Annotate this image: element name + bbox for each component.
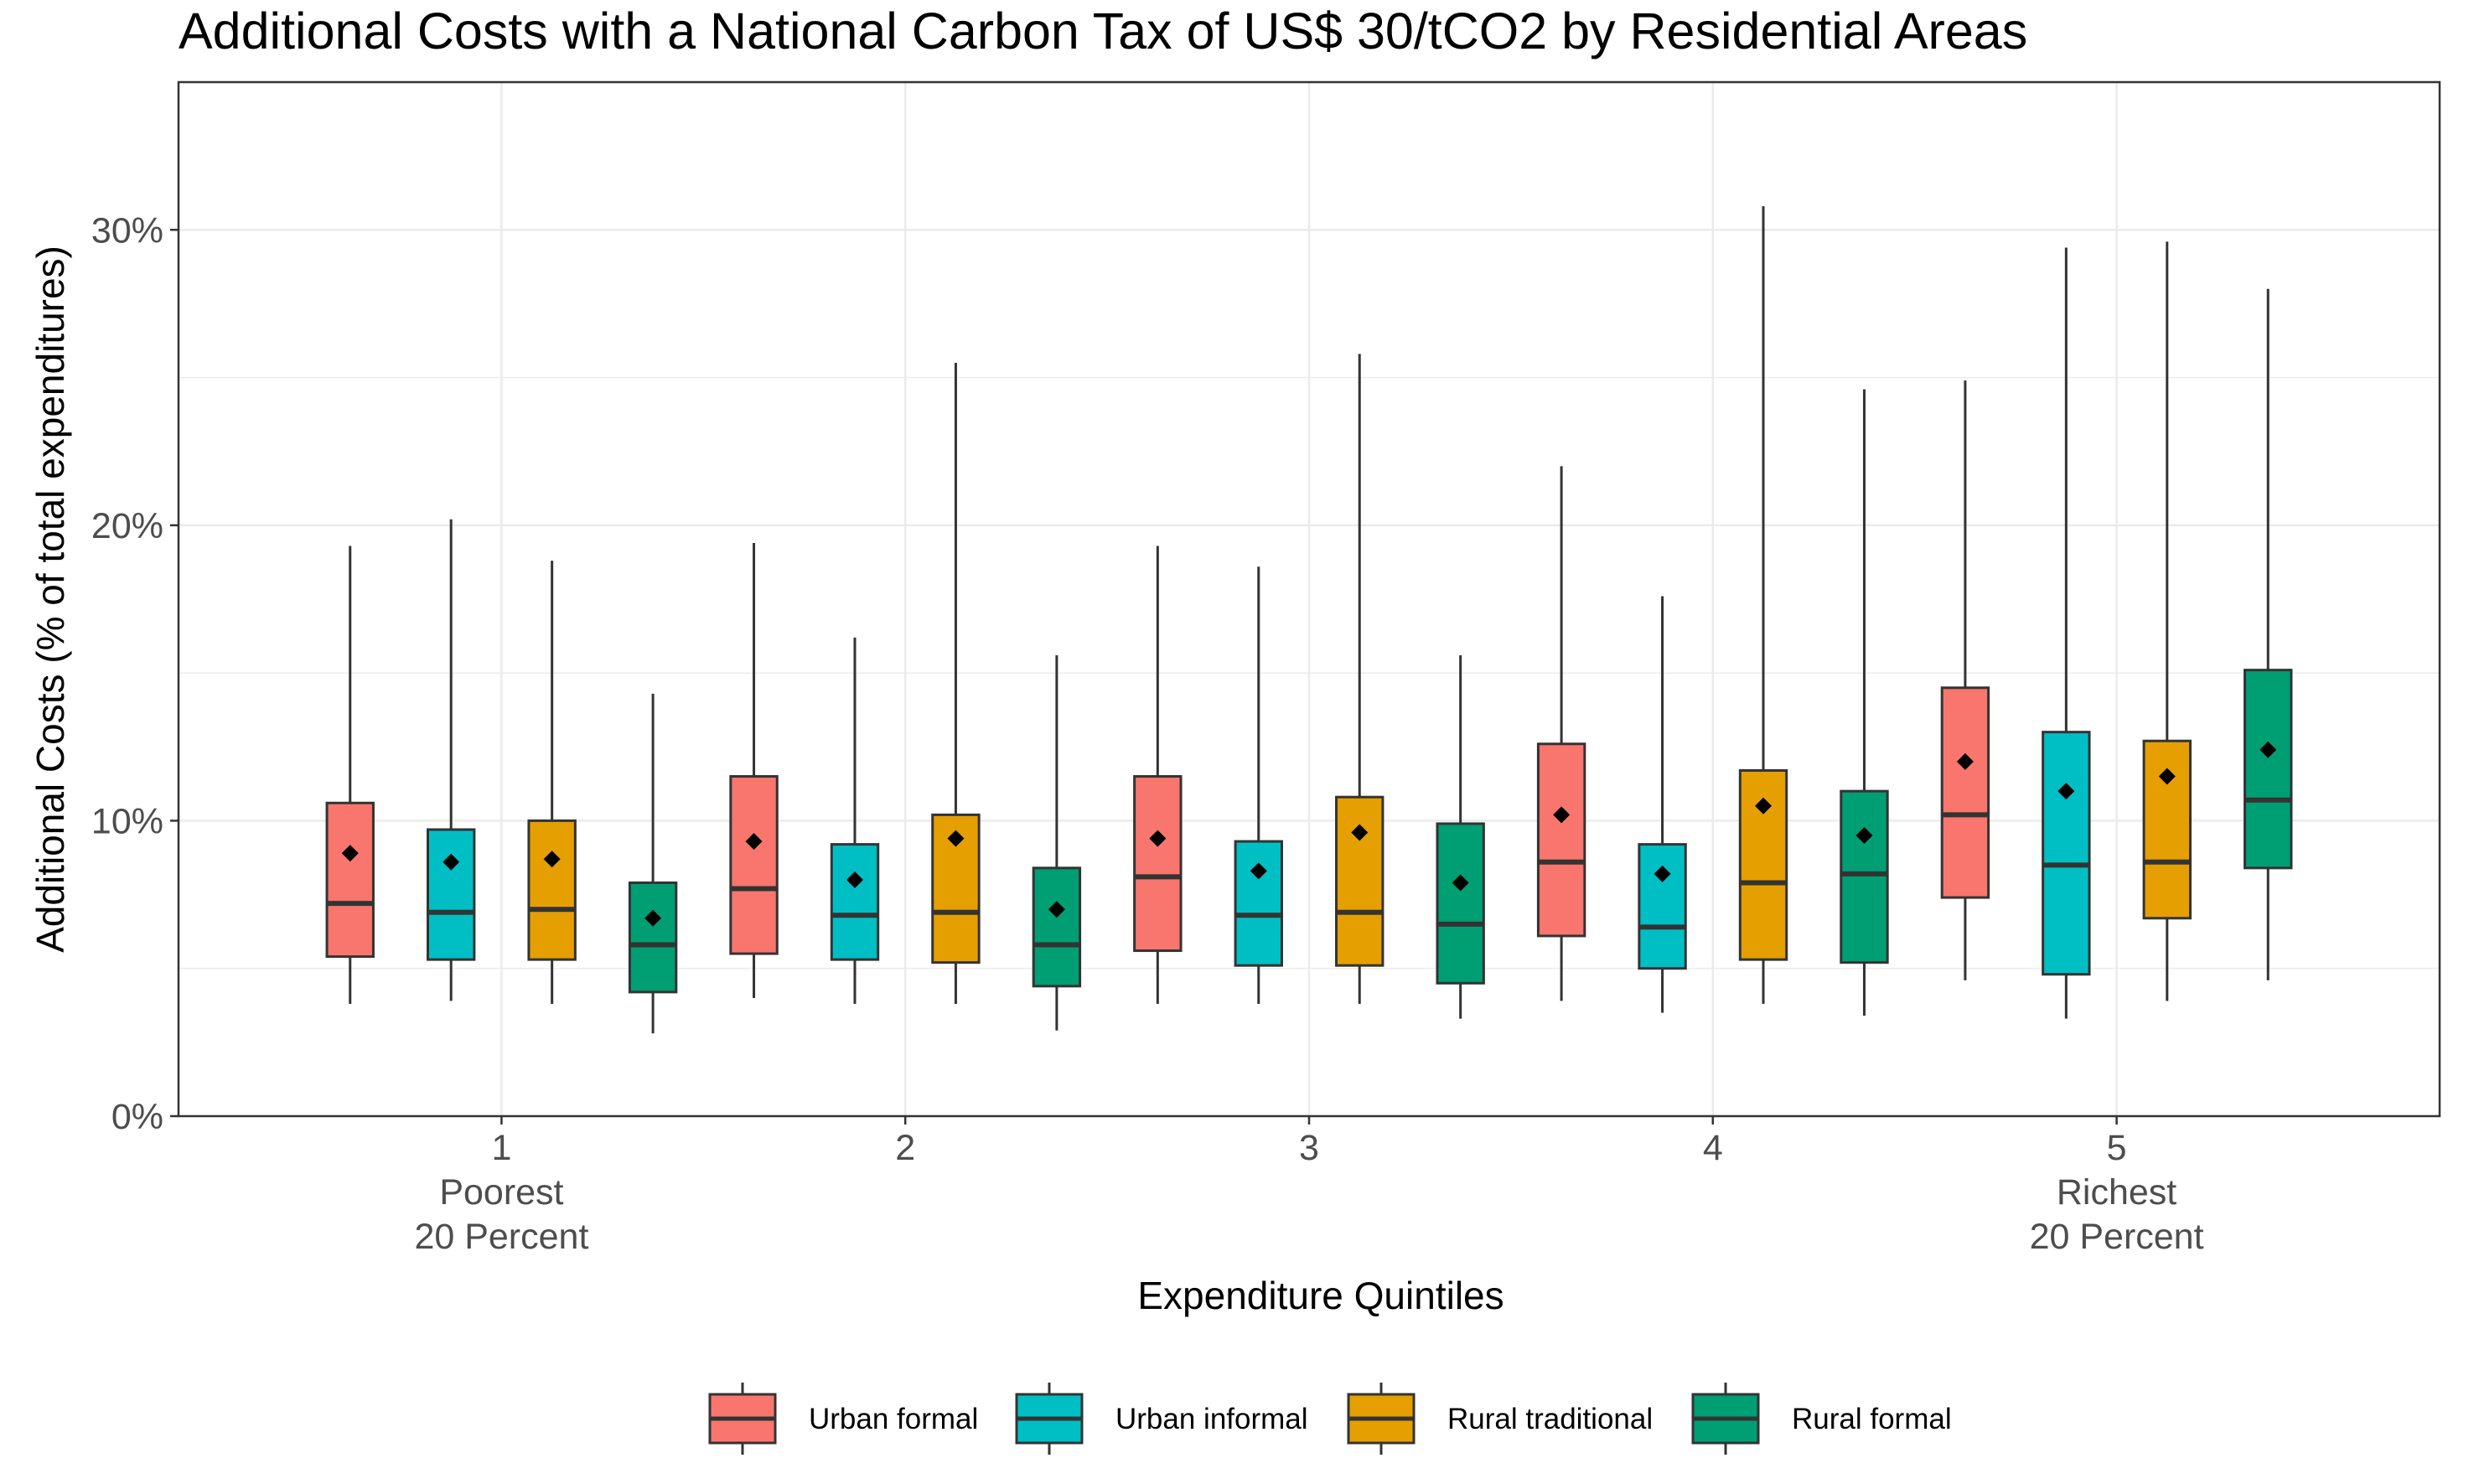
box xyxy=(2142,739,2192,920)
box xyxy=(1536,742,1586,938)
box xyxy=(325,801,375,959)
chart-title: Additional Costs with a National Carbon … xyxy=(179,3,2027,59)
box xyxy=(1335,795,1385,967)
box xyxy=(1840,789,1889,964)
box xyxy=(527,819,577,961)
box xyxy=(1940,686,1990,899)
mean-marker xyxy=(1755,797,1773,814)
series-urban-formal xyxy=(325,380,1990,1005)
x-tick-sublabel: 20 Percent xyxy=(2030,1217,2204,1257)
legend-label: Rural traditional xyxy=(1447,1403,1653,1435)
mean-marker xyxy=(644,909,662,927)
mean-marker xyxy=(2057,783,2075,800)
mean-marker xyxy=(1250,862,1267,880)
mean-marker xyxy=(1452,874,1469,892)
x-tick-label: 5 xyxy=(2107,1128,2127,1168)
mean-marker xyxy=(1856,827,1873,845)
box xyxy=(2042,731,2091,976)
box xyxy=(427,828,476,961)
series-rural-traditional xyxy=(527,206,2192,1005)
legend-label: Urban informal xyxy=(1115,1403,1308,1435)
series-urban-informal xyxy=(427,247,2091,1019)
mean-marker xyxy=(543,851,561,868)
x-axis-title: Expenditure Quintiles xyxy=(1137,1274,1504,1317)
mean-marker xyxy=(1956,752,1974,770)
x-tick-label: 1 xyxy=(491,1128,511,1168)
mean-marker xyxy=(1048,901,1065,918)
legend-item-rural-formal: Rural formal xyxy=(1691,1383,1952,1455)
box xyxy=(2244,669,2293,870)
legend-item-urban-informal: Urban informal xyxy=(1015,1383,1308,1455)
mean-marker xyxy=(947,830,965,847)
y-tick-label: 10% xyxy=(91,801,163,841)
x-tick-label: 3 xyxy=(1299,1128,1319,1168)
legend: Urban formal Urban informal Rural traditio… xyxy=(708,1383,1952,1455)
y-tick-label: 0% xyxy=(111,1097,163,1137)
mean-marker xyxy=(1553,806,1571,824)
mean-marker xyxy=(745,833,763,851)
mean-marker xyxy=(1149,830,1167,847)
mean-marker xyxy=(1654,865,1671,882)
box xyxy=(830,843,880,961)
x-tick-sublabel: Richest xyxy=(2057,1172,2176,1213)
mean-marker xyxy=(341,845,359,862)
y-axis-title: Additional Costs (% of total expenditure… xyxy=(28,246,72,953)
mean-marker xyxy=(1351,824,1369,841)
x-tick-label: 2 xyxy=(895,1128,915,1168)
series-rural-formal xyxy=(628,288,2293,1034)
box xyxy=(729,775,779,955)
mean-marker xyxy=(443,853,460,871)
legend-label: Urban formal xyxy=(809,1403,978,1435)
legend-label: Rural formal xyxy=(1792,1403,1952,1435)
y-tick-label: 20% xyxy=(91,506,163,546)
box xyxy=(1436,822,1485,985)
x-tick-sublabel: Poorest xyxy=(439,1172,563,1213)
box-series xyxy=(325,206,2293,1034)
box xyxy=(628,881,678,994)
box xyxy=(1032,866,1082,988)
x-tick-sublabel: 20 Percent xyxy=(414,1217,588,1257)
y-tick-label: 30% xyxy=(91,210,163,251)
box xyxy=(1133,775,1183,953)
legend-item-urban-formal: Urban formal xyxy=(708,1383,978,1455)
box xyxy=(1638,843,1687,970)
box xyxy=(1234,840,1283,967)
y-axis: 0% 10% 20% 30% xyxy=(91,210,179,1137)
x-tick-label: 4 xyxy=(1703,1128,1723,1168)
gridlines xyxy=(179,81,2440,1118)
legend-item-rural-traditional: Rural traditional xyxy=(1347,1383,1653,1455)
mean-marker xyxy=(846,871,863,888)
mean-marker xyxy=(2259,741,2277,758)
mean-marker xyxy=(2158,768,2176,785)
